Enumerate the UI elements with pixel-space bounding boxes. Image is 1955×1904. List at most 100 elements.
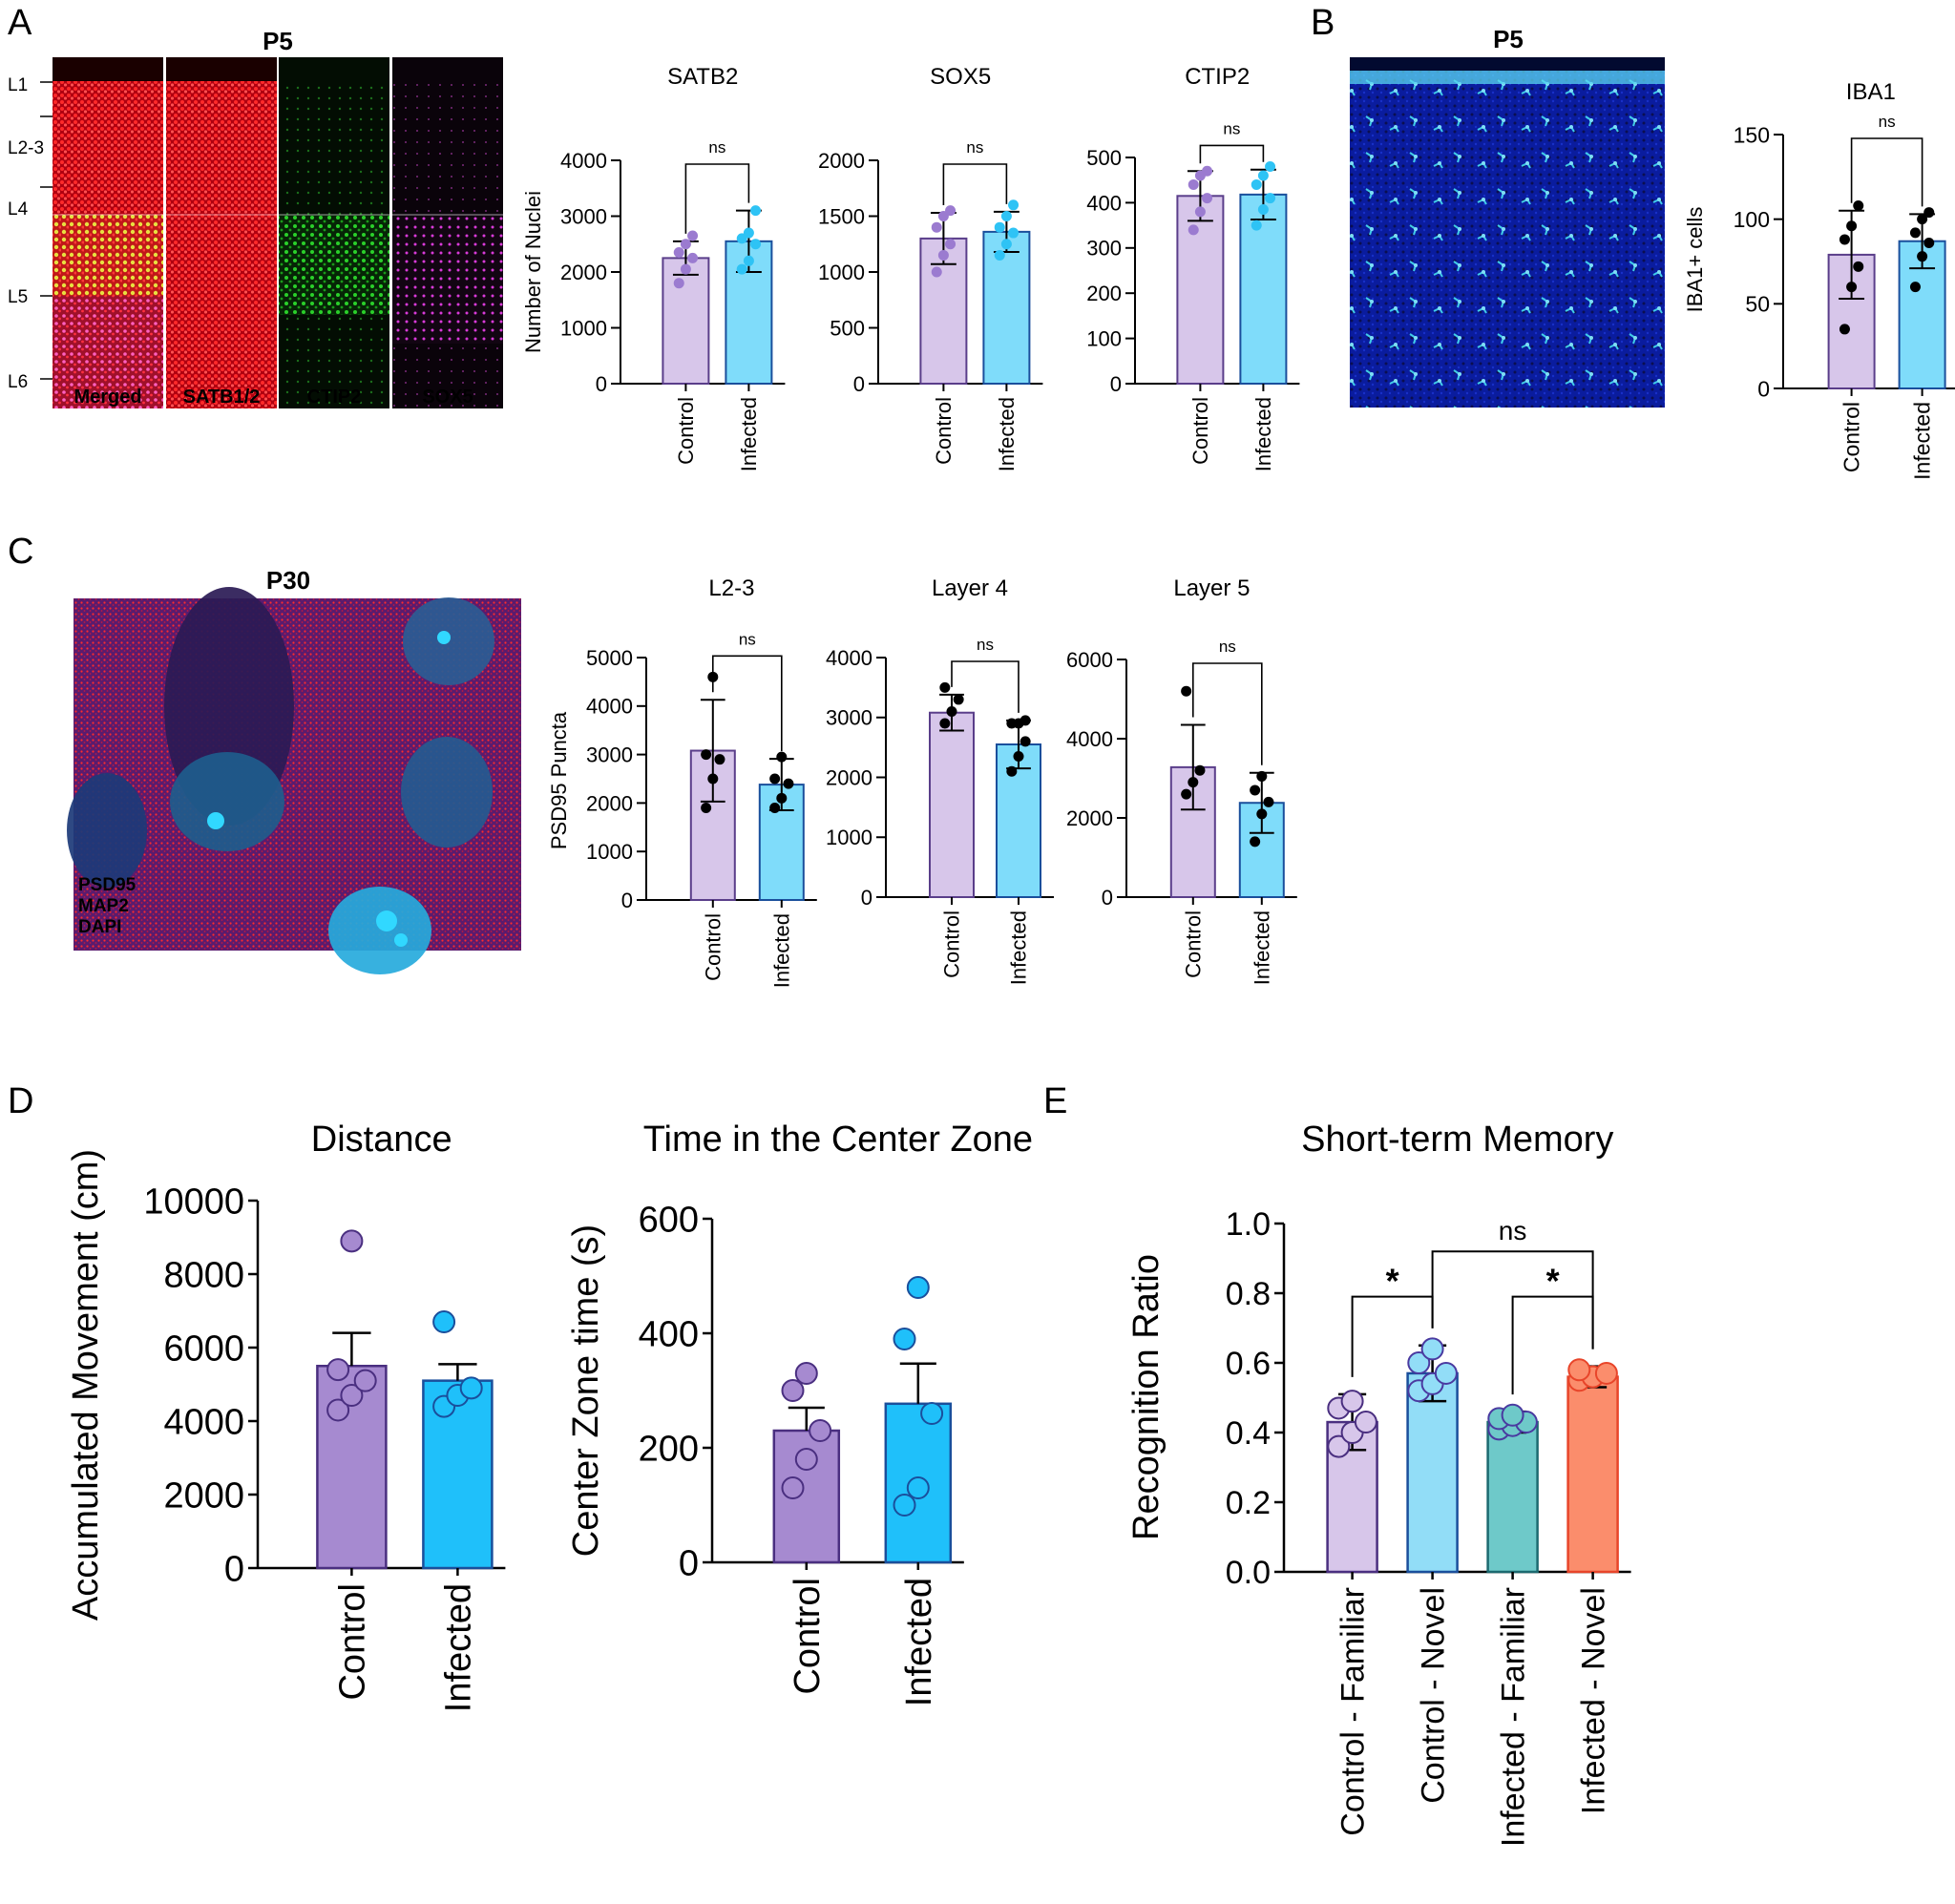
data-point: [794, 1448, 818, 1471]
y-axis-label: IBA1+ cells: [1683, 207, 1707, 313]
data-point: [707, 773, 719, 785]
micrograph-a-pia: [53, 57, 163, 81]
y-tick-label: 3000: [826, 706, 872, 730]
x-tick-label: Control: [940, 910, 964, 978]
micrograph-b-microglia: [1350, 57, 1665, 408]
micrograph-b-surface: [1350, 71, 1665, 84]
chart-l23: L2-3 0 1000 2000 3000 4000 5000 PSD95 Puncta Con…: [547, 575, 817, 988]
x-tick-label: Control: [788, 1578, 828, 1695]
y-tick-label: 50: [1745, 292, 1770, 317]
y-tick-label: 4000: [560, 149, 607, 173]
x-tick-label: Control - Novel: [1416, 1587, 1452, 1804]
data-point: [1917, 214, 1928, 225]
y-tick-label: 2000: [586, 791, 633, 815]
y-tick-label: 6000: [163, 1329, 244, 1370]
significance-bracket: [1850, 137, 1923, 207]
data-point: [1256, 770, 1268, 782]
nucleolus: [437, 631, 451, 644]
data-point: [1251, 178, 1262, 190]
data-point: [1407, 1351, 1431, 1374]
y-axis-label: PSD95 Puncta: [547, 711, 571, 849]
data-point: [743, 255, 754, 266]
chart-title: Distance: [311, 1119, 452, 1160]
y-tick-label: 1000: [826, 826, 872, 849]
data-point: [1257, 204, 1269, 216]
x-tick-label: Control - Familiar: [1335, 1587, 1372, 1836]
x-tick-label: Control: [1182, 910, 1206, 978]
significance-label: *: [1546, 1262, 1560, 1301]
layer-label: L4: [8, 199, 29, 220]
data-point: [687, 252, 699, 263]
x-tick-label: Control: [674, 397, 698, 465]
data-point: [1000, 239, 1012, 250]
panel-letter-b: B: [1311, 3, 1335, 43]
cell-nucleus: [67, 773, 147, 888]
significance-label: ns: [1219, 638, 1236, 656]
data-point: [1839, 234, 1850, 245]
data-point: [783, 778, 794, 789]
chart-layer5: Layer 5 0 2000 4000 6000 Control Infected ns: [1066, 575, 1297, 985]
data-point: [1846, 220, 1858, 232]
data-point: [353, 1369, 377, 1392]
data-point: [769, 802, 781, 813]
data-point: [1909, 282, 1921, 293]
y-tick-label: 500: [1086, 146, 1122, 170]
micrograph-a-pia: [392, 57, 503, 81]
data-point: [750, 239, 762, 250]
significance-bracket: [1431, 1250, 1594, 1350]
y-tick-label: 1000: [818, 261, 865, 284]
data-point: [736, 263, 747, 275]
significance-bracket: [712, 655, 783, 752]
micrograph-a-tile: [279, 315, 389, 408]
micrograph-a-pia: [279, 57, 389, 81]
y-tick-label: 600: [639, 1201, 699, 1241]
data-point: [776, 792, 788, 804]
data-point: [1250, 785, 1261, 796]
data-point: [1257, 170, 1269, 181]
y-tick-label: 400: [1086, 191, 1122, 215]
data-point: [1008, 199, 1020, 211]
data-point: [946, 705, 957, 717]
micrograph-a-tile: [53, 110, 163, 215]
y-tick-label: 2000: [1066, 806, 1113, 830]
data-point: [701, 749, 712, 761]
y-tick-label: 200: [639, 1430, 699, 1470]
data-point: [743, 227, 754, 239]
chart-sox5: SOX5 0 500 1000 1500 2000 Control Infected ns: [818, 64, 1043, 471]
y-tick-label: 2000: [826, 765, 872, 789]
data-point: [1202, 193, 1213, 204]
stain-label: DAPI: [78, 917, 121, 937]
y-tick-label: 3000: [586, 743, 633, 767]
data-point: [1251, 220, 1262, 231]
y-axis-label: Center Zone time (s): [566, 1224, 606, 1557]
x-tick-label: Infected - Novel: [1576, 1587, 1612, 1814]
data-point: [953, 694, 964, 705]
significance-label: ns: [1879, 113, 1896, 131]
bar-control-novel: [1406, 1371, 1459, 1574]
panel-letter-d: D: [8, 1081, 33, 1121]
x-tick-label: Infected: [1251, 397, 1275, 471]
x-tick-label: Infected - Familiar: [1496, 1587, 1532, 1847]
chart-title: Time in the Center Zone: [643, 1119, 1033, 1160]
data-point: [945, 239, 956, 250]
chart-title: L2-3: [708, 575, 754, 601]
significance-bracket: [1192, 662, 1263, 765]
data-point: [776, 751, 788, 763]
data-point: [994, 221, 1005, 233]
data-point: [893, 1494, 916, 1517]
y-tick-label: 0.4: [1226, 1415, 1271, 1452]
stain-label: PSD95: [78, 875, 137, 895]
y-tick-label: 3000: [560, 204, 607, 228]
y-tick-label: 4000: [586, 695, 633, 719]
x-tick-label: Control: [932, 397, 956, 465]
data-point: [994, 249, 1005, 261]
data-point: [1923, 207, 1935, 219]
y-tick-label: 0: [861, 886, 872, 910]
data-point: [673, 247, 684, 259]
data-point: [769, 773, 781, 785]
data-point: [750, 205, 762, 217]
y-tick-label: 200: [1086, 282, 1122, 305]
significance-label: ns: [708, 138, 725, 157]
x-tick-label: Infected: [770, 913, 794, 988]
